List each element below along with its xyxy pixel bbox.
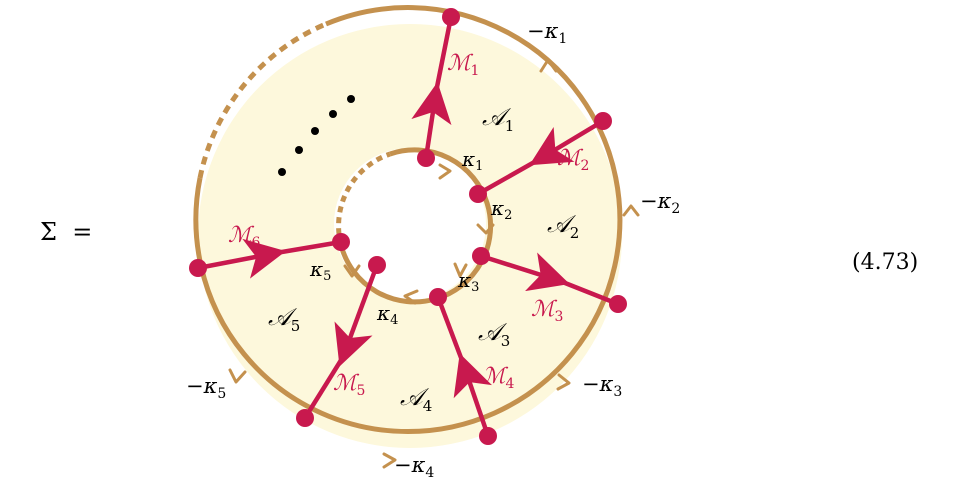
- ellipsis-dot-5: [347, 95, 355, 103]
- inner-chevron-3: [453, 262, 468, 278]
- arrow-label-m3: ℳ3: [531, 297, 563, 325]
- arrow-m1-tail: [433, 16, 454, 93]
- arrow-m2-tail: [476, 158, 540, 196]
- inner-label-k3: κ3: [457, 268, 479, 295]
- arrow-label-m5: ℳ5: [333, 371, 365, 399]
- inner-label-k1: κ1: [461, 147, 483, 174]
- outer-chevron-1: [539, 58, 558, 73]
- inner-label-k5: κ5: [309, 257, 331, 284]
- equation-number: (4.73): [852, 250, 919, 275]
- arrow-label-m6: ℳ6: [228, 223, 261, 251]
- outer-label-k4: −κ4: [394, 453, 434, 481]
- arrow-label-m1: ℳ1: [447, 51, 479, 79]
- arrow-m1[interactable]: [411, 81, 452, 159]
- point-inner-3: [472, 247, 490, 265]
- ellipsis-dot-3: [311, 127, 319, 135]
- point-outer-5: [296, 409, 314, 427]
- point-outer-4: [479, 427, 497, 445]
- arrow-m5[interactable]: [334, 264, 380, 367]
- arrow-m6[interactable]: [197, 238, 286, 279]
- annulus-region: [198, 24, 622, 448]
- point-inner-6: [332, 233, 350, 251]
- outer-label-k3: −κ3: [582, 372, 622, 400]
- arrow-label-m2: ℳ2: [557, 146, 589, 174]
- arrow-m3[interactable]: [480, 252, 570, 292]
- inner-chevron-5: [343, 264, 361, 278]
- inner-boundary-dashed: [336, 151, 391, 246]
- outer-chevron-2: [622, 204, 640, 217]
- point-inner-2: [469, 185, 487, 203]
- inner-chevron-4: [403, 289, 419, 305]
- outer-boundary: [193, 5, 623, 435]
- ellipsis-dot-2: [295, 146, 303, 154]
- outer-chevron-3: [556, 373, 571, 391]
- outer-label-k5: −κ5: [186, 374, 226, 402]
- arrow-m4[interactable]: [453, 353, 492, 437]
- arrow-m4-tail: [435, 296, 466, 364]
- point-outer-6: [189, 259, 207, 277]
- arrow-m5-tail: [303, 355, 345, 420]
- ellipsis-dot-1: [278, 168, 286, 176]
- point-inner-1: [417, 149, 435, 167]
- inner-label-k4: κ4: [376, 301, 398, 328]
- point-outer-2: [594, 112, 612, 130]
- arrow-label-m4: ℳ4: [482, 364, 515, 392]
- ellipsis-dot-4: [329, 110, 337, 118]
- equation-lhs: Σ =: [40, 218, 93, 246]
- point-inner-5: [368, 256, 386, 274]
- outer-label-k2: −κ2: [640, 189, 680, 217]
- inner-chevron-1: [438, 163, 452, 180]
- arrow-m3-tail: [559, 278, 619, 307]
- outer-chevron-4: [382, 452, 397, 469]
- outer-chevron-5: [228, 368, 247, 384]
- arrow-m6-tail: [275, 239, 342, 256]
- outer-boundary-dashed: [197, 21, 327, 179]
- point-outer-3: [609, 295, 627, 313]
- inner-label-k2: κ2: [490, 196, 512, 223]
- point-outer-1: [442, 8, 460, 26]
- outer-label-k1: −κ1: [527, 19, 567, 47]
- arrow-m2[interactable]: [529, 119, 605, 166]
- inner-chevron-2: [476, 223, 495, 235]
- point-inner-4: [429, 288, 447, 306]
